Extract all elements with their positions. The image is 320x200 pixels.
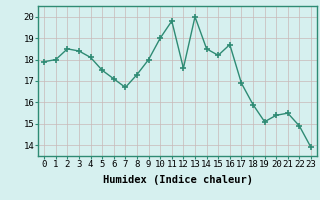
X-axis label: Humidex (Indice chaleur): Humidex (Indice chaleur)	[103, 175, 252, 185]
